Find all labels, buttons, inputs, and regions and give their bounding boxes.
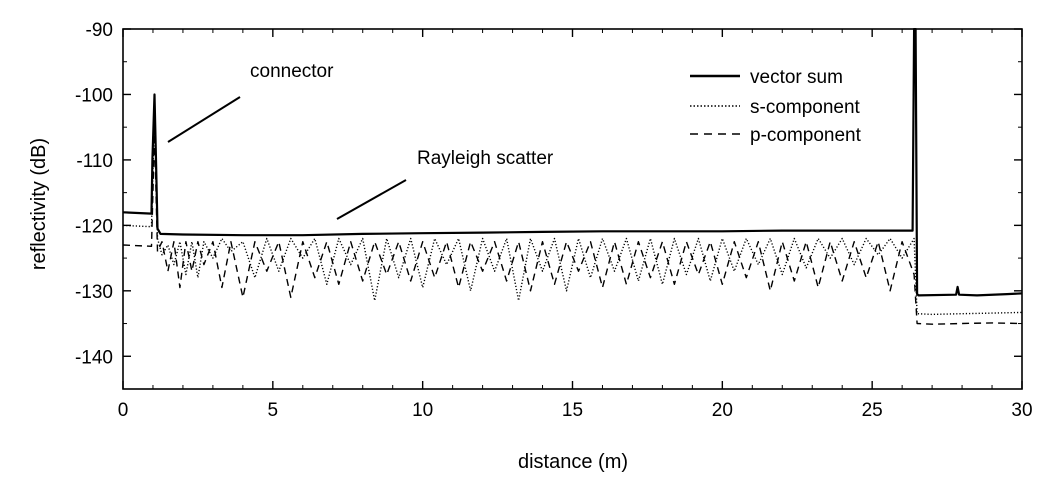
series-line-s-component — [123, 113, 1022, 316]
rayleigh-annotation: Rayleigh scatter — [417, 148, 554, 169]
plot-frame — [122, 28, 1023, 390]
x-tick-label: 20 — [712, 400, 733, 421]
y-tick-label: -140 — [75, 347, 113, 368]
annotations-layer: connector Rayleigh scatter — [167, 61, 554, 220]
x-axis-title: distance (m) — [518, 451, 628, 473]
legend-label-vector-sum: vector sum — [750, 67, 843, 88]
series-line-p-component — [123, 132, 1022, 325]
x-tick-label: 25 — [862, 400, 883, 421]
series-layer — [123, 28, 1022, 325]
y-axis-title: reflectivity (dB) — [28, 138, 50, 270]
plot-area — [122, 28, 1023, 390]
y-tick-label: -130 — [75, 282, 113, 303]
y-tick-label: -100 — [75, 85, 113, 106]
x-tick-label: 5 — [268, 400, 279, 421]
legend-label-s-component: s-component — [750, 97, 861, 118]
axes-layer: 0 5 10 15 20 25 30 -90 -100 -110 -120 -130 -140 — [75, 20, 1033, 421]
y-tick-label: -120 — [75, 216, 113, 237]
y-tick-label: -110 — [76, 151, 113, 172]
y-tick-label: -90 — [86, 20, 113, 41]
x-tick-label: 15 — [562, 400, 583, 421]
x-tick-label: 0 — [118, 400, 129, 421]
series-line-vector-sum — [123, 28, 1022, 297]
rayleigh-annotation-leader — [336, 179, 407, 220]
connector-annotation: connector — [250, 61, 334, 82]
connector-annotation-leader — [167, 96, 241, 143]
legend: vector sum s-component p-component — [690, 67, 862, 146]
legend-label-p-component: p-component — [750, 125, 862, 146]
x-tick-label: 30 — [1011, 400, 1032, 421]
x-tick-label: 10 — [412, 400, 433, 421]
